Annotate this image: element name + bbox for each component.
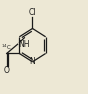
Text: O: O [4,66,10,75]
Text: NH: NH [18,40,30,49]
Text: N: N [30,57,35,66]
Text: Cl: Cl [29,8,36,17]
Text: $^{14}$C: $^{14}$C [1,43,12,52]
